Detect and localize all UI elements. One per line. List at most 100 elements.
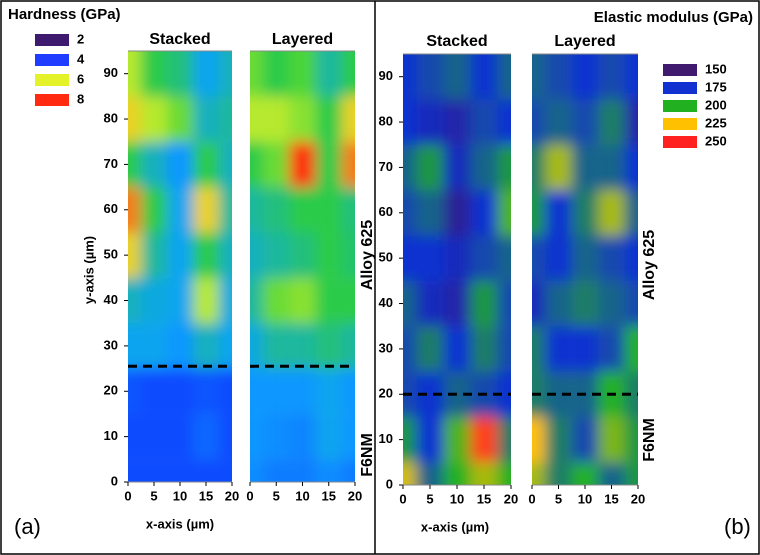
heat-cell bbox=[545, 280, 572, 327]
y-tick-label: 0 bbox=[386, 476, 393, 491]
heat-cell bbox=[443, 416, 471, 463]
heat-cell bbox=[250, 232, 264, 278]
heat-cell bbox=[403, 280, 417, 327]
heat-cell bbox=[250, 368, 264, 414]
legend-swatch bbox=[663, 64, 697, 76]
heat-cell bbox=[263, 459, 290, 482]
y-tick-label: 40 bbox=[379, 295, 393, 310]
legend-label: 225 bbox=[705, 115, 727, 130]
heat-cell bbox=[545, 144, 572, 191]
legend-swatch bbox=[35, 94, 69, 106]
heat-cell bbox=[193, 96, 219, 142]
x-tick-label: 20 bbox=[504, 491, 518, 506]
heat-cell bbox=[624, 190, 638, 236]
y-tick-label: 30 bbox=[379, 340, 393, 355]
legend-swatch bbox=[35, 74, 69, 86]
heat-cell bbox=[497, 371, 511, 417]
y-tick-label: 90 bbox=[104, 65, 118, 80]
heat-cell bbox=[403, 54, 417, 100]
heat-cell bbox=[315, 51, 342, 97]
heat-cell bbox=[128, 141, 141, 188]
y-axis-label: y-axis (µm) bbox=[81, 236, 96, 304]
heat-cell bbox=[193, 51, 219, 97]
y-tick-label: 70 bbox=[379, 159, 393, 174]
heat-cell bbox=[141, 96, 167, 142]
x-tick-label: 0 bbox=[124, 488, 131, 503]
x-tick-label: 5 bbox=[426, 491, 433, 506]
heat-cell bbox=[403, 416, 417, 463]
heat-cell bbox=[598, 190, 625, 236]
y-tick-label: 70 bbox=[104, 156, 118, 171]
heat-cell bbox=[598, 235, 625, 281]
heat-cell bbox=[532, 144, 546, 191]
heat-cell bbox=[289, 96, 316, 142]
heat-cell bbox=[532, 190, 546, 236]
heat-cell bbox=[167, 323, 193, 369]
heat-cell bbox=[416, 462, 444, 485]
heat-cell bbox=[341, 187, 355, 233]
heat-cell bbox=[532, 326, 546, 372]
heat-cell bbox=[141, 141, 167, 188]
panel-tag: (b) bbox=[724, 514, 751, 539]
heat-cell bbox=[289, 368, 316, 414]
x-tick-label: 15 bbox=[322, 488, 336, 503]
heat-cell bbox=[443, 54, 471, 100]
annotation: Alloy 625 bbox=[359, 220, 376, 290]
x-tick-label: 15 bbox=[477, 491, 491, 506]
heat-cell bbox=[497, 416, 511, 463]
x-tick-label: 10 bbox=[173, 488, 187, 503]
heat-cell bbox=[470, 416, 498, 463]
legend-swatch bbox=[663, 118, 697, 130]
heat-cell bbox=[416, 144, 444, 191]
y-tick-label: 20 bbox=[379, 386, 393, 401]
heat-cell bbox=[497, 280, 511, 327]
heat-cell bbox=[219, 323, 232, 369]
heatmap-cells bbox=[250, 51, 355, 482]
x-tick-label: 20 bbox=[348, 488, 362, 503]
panel-title: Stacked bbox=[149, 31, 210, 48]
heat-cell bbox=[624, 99, 638, 145]
x-tick-label: 10 bbox=[450, 491, 464, 506]
heat-cell bbox=[532, 416, 546, 463]
heat-cell bbox=[598, 99, 625, 145]
heat-cell bbox=[571, 326, 599, 372]
heat-cell bbox=[497, 326, 511, 372]
heat-cell bbox=[470, 462, 498, 485]
heat-cell bbox=[263, 368, 290, 414]
heat-cell bbox=[219, 277, 232, 324]
x-axis-label: x-axis (µm) bbox=[146, 516, 214, 531]
panel-title: Layered bbox=[272, 31, 333, 48]
heat-cell bbox=[141, 323, 167, 369]
heat-cell bbox=[263, 96, 290, 142]
heatmap-cells bbox=[532, 54, 638, 485]
heatmap bbox=[128, 51, 232, 482]
heat-cell bbox=[403, 190, 417, 236]
x-tick-label: 15 bbox=[604, 491, 618, 506]
heat-cell bbox=[167, 141, 193, 188]
heat-cell bbox=[497, 99, 511, 145]
x-axis-label: x-axis (µm) bbox=[421, 519, 489, 534]
heat-cell bbox=[416, 326, 444, 372]
y-tick-label: 10 bbox=[379, 431, 393, 446]
heat-cell bbox=[532, 280, 546, 327]
heat-cell bbox=[470, 190, 498, 236]
heat-cell bbox=[545, 416, 572, 463]
y-tick-label: 0 bbox=[111, 473, 118, 488]
heat-cell bbox=[571, 54, 599, 100]
heatmap bbox=[250, 51, 355, 482]
legend-label: 6 bbox=[77, 71, 84, 86]
y-tick-label: 20 bbox=[104, 383, 118, 398]
x-tick-label: 5 bbox=[150, 488, 157, 503]
heat-cell bbox=[250, 277, 264, 324]
heat-cell bbox=[289, 187, 316, 233]
heat-cell bbox=[193, 413, 219, 460]
heat-cell bbox=[219, 459, 232, 482]
heat-cell bbox=[263, 187, 290, 233]
heat-cell bbox=[315, 413, 342, 460]
heat-cell bbox=[497, 190, 511, 236]
heat-cell bbox=[141, 232, 167, 278]
heat-cell bbox=[443, 190, 471, 236]
y-tick-label: 90 bbox=[379, 68, 393, 83]
heat-cell bbox=[289, 277, 316, 324]
